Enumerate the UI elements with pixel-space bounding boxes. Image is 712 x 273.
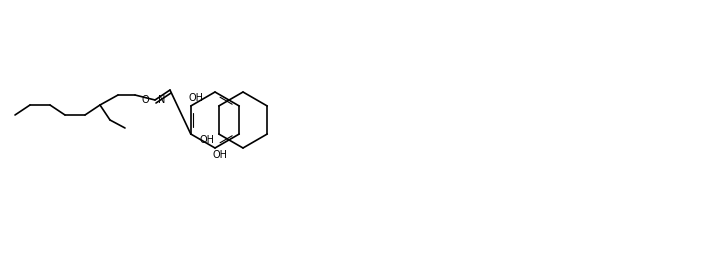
Text: N: N: [158, 95, 166, 105]
Text: OH: OH: [188, 93, 203, 103]
Text: OH: OH: [212, 150, 228, 160]
Text: O: O: [141, 95, 149, 105]
Text: OH: OH: [199, 135, 214, 145]
